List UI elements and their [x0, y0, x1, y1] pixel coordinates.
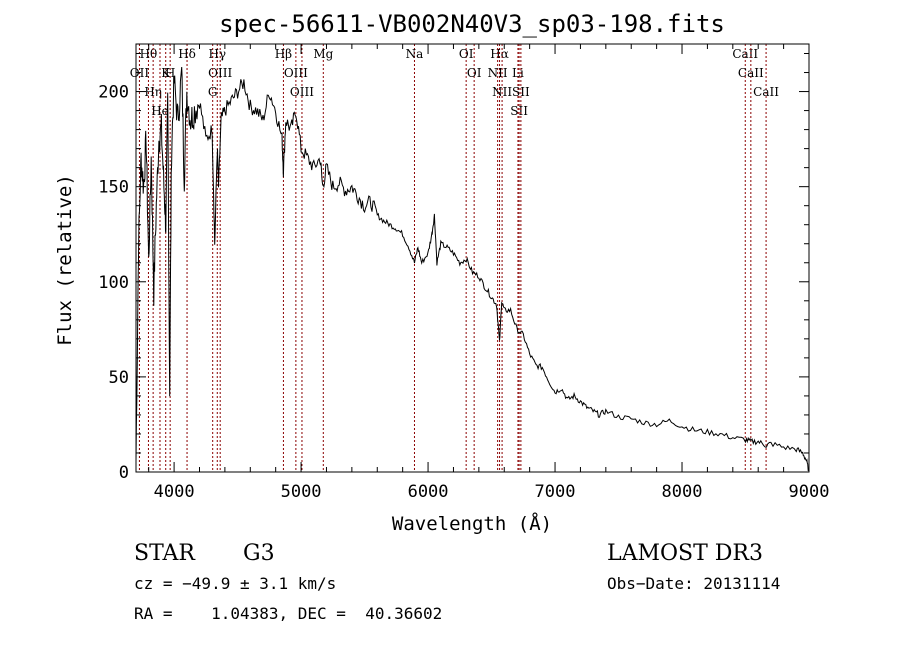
line-label-20: SII: [510, 104, 528, 118]
survey-name: LAMOST DR3: [607, 541, 763, 566]
line-label-12: OIII: [290, 85, 314, 99]
x-tick-label-3: 7000: [535, 482, 576, 502]
line-label-8: OIII: [208, 66, 232, 80]
ra-dec-text: RA = 1.04383, DEC = 40.36602: [134, 604, 442, 623]
line-label-22: SII: [512, 85, 530, 99]
line-label-4: He: [151, 104, 169, 118]
object-subclass: G3: [243, 541, 275, 566]
line-label-16: OI: [467, 66, 482, 80]
flux-series-0: [135, 66, 810, 473]
y-axis-ticks: 0 50 100 150 200: [98, 53, 809, 483]
line-label-25: CaII: [753, 85, 779, 99]
x-tick-label-2: 6000: [408, 482, 449, 502]
line-label-21: Li: [512, 66, 524, 80]
y-tick-label-0: 0: [119, 463, 129, 483]
x-tick-label-5: 9000: [789, 482, 830, 502]
line-label-2: Hη: [144, 85, 162, 99]
line-label-9: G: [208, 85, 218, 99]
line-label-10: Hβ: [275, 47, 292, 61]
y-axis-label: Flux (relative): [54, 174, 76, 346]
line-label-19: NII: [492, 85, 512, 99]
y-tick-label-2: 100: [98, 273, 129, 293]
line-label-11: OIII: [284, 66, 308, 80]
x-tick-label-1: 5000: [281, 482, 322, 502]
x-axis-ticks: 4000 5000 6000 7000 8000 9000: [148, 44, 830, 502]
x-axis-label: Wavelength (Å): [392, 512, 552, 535]
obs-date: Obs−Date: 20131114: [607, 574, 780, 593]
y-tick-label-4: 200: [98, 83, 129, 103]
x-tick-label-0: 4000: [154, 482, 195, 502]
chart-title: spec-56611-VB002N40V3_sp03-198.fits: [219, 10, 725, 38]
line-label-0: Hθ: [140, 47, 158, 61]
line-label-15: OI: [459, 47, 474, 61]
line-label-18: NII: [488, 66, 508, 80]
y-tick-label-3: 150: [98, 178, 129, 198]
line-label-14: Na: [406, 47, 424, 61]
plot-frame: [135, 43, 810, 473]
y-tick-label-1: 50: [109, 368, 129, 388]
line-label-23: CaII: [732, 47, 758, 61]
x-tick-label-4: 8000: [662, 482, 703, 502]
line-label-3: K: [161, 66, 171, 80]
line-label-5: H: [165, 66, 175, 80]
object-class: STAR: [134, 541, 196, 566]
line-label-7: Hγ: [208, 47, 226, 61]
flux-series-group: [135, 66, 810, 473]
line-label-17: Hα: [490, 47, 509, 61]
line-label-6: Hδ: [178, 47, 196, 61]
line-label-13: Mg: [313, 47, 333, 61]
redshift-text: cz = −49.9 ± 3.1 km/s: [134, 574, 336, 593]
line-label-24: CaII: [738, 66, 764, 80]
